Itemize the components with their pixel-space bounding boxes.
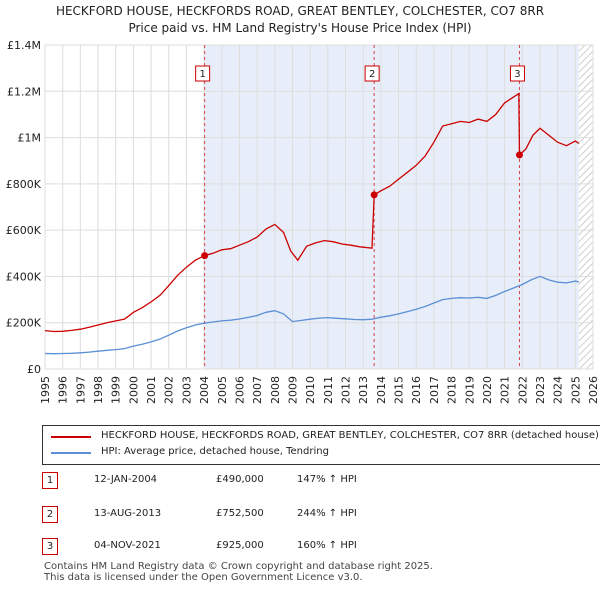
x-tick-label: 1998	[92, 376, 105, 404]
x-tick-label: 2002	[163, 376, 176, 404]
sale-point	[201, 252, 209, 260]
x-tick-label: 2023	[534, 376, 547, 404]
legend-swatch-hpi	[51, 452, 91, 454]
x-tick-label: 2019	[463, 376, 476, 404]
sale-hpi: 244% ↑ HPI	[297, 508, 357, 519]
footer-license: This data is licensed under the Open Gov…	[44, 572, 363, 583]
x-tick-label: 1995	[39, 376, 52, 404]
y-tick-label: £400K	[6, 270, 42, 283]
price-chart: 1 2 3 £0 £200K £400K £600K £800K £1M £1.2M £1.4M 1…	[6, 39, 600, 404]
x-tick-label: 2003	[180, 376, 193, 404]
x-tick-label: 1997	[74, 376, 87, 404]
chart-subtitle: Price paid vs. HM Land Registry's House …	[128, 21, 472, 35]
sale-marker-label: 3	[514, 69, 520, 80]
sale-point	[515, 151, 523, 159]
sale-marker-badge: 2	[42, 506, 58, 523]
series-line-property	[45, 92, 580, 333]
x-tick-label: 2018	[446, 376, 459, 404]
legend-label-hpi: HPI: Average price, detached house, Tend…	[101, 446, 329, 457]
x-tick-label: 2022	[516, 376, 529, 404]
y-tick-label: £600K	[6, 224, 42, 237]
sale-date: 13-AUG-2013	[94, 508, 162, 519]
y-tick-label: £1.2M	[7, 85, 41, 98]
sale-point	[370, 191, 378, 199]
sale-marker-label: 1	[199, 69, 205, 80]
sale-marker-badge: 1	[42, 472, 58, 489]
legend-item-hpi: HPI: Average price, detached house, Tend…	[51, 445, 600, 461]
x-tick-label: 2008	[269, 376, 282, 404]
sale-hpi: 147% ↑ HPI	[297, 474, 357, 485]
sale-date: 04-NOV-2021	[94, 540, 161, 551]
chart-title: HECKFORD HOUSE, HECKFORDS ROAD, GREAT BE…	[55, 4, 545, 18]
y-tick-label: £0	[27, 363, 41, 376]
x-tick-label: 2005	[216, 376, 229, 404]
x-tick-label: 2004	[198, 376, 211, 404]
legend-item-property: HECKFORD HOUSE, HECKFORDS ROAD, GREAT BE…	[51, 429, 600, 445]
table-row: 2 13-AUG-2013 £752,500 244% ↑ HPI	[42, 506, 562, 526]
x-tick-label: 2024	[552, 376, 565, 404]
sale-price: £490,000	[216, 474, 264, 485]
x-tick-label: 2017	[428, 376, 441, 404]
x-tick-label: 2014	[375, 376, 388, 404]
x-tick-label: 2013	[357, 376, 370, 404]
y-tick-label: £800K	[6, 178, 42, 191]
x-tick-label: 2001	[145, 376, 158, 404]
x-tick-label: 2026	[587, 376, 600, 404]
legend-swatch-property	[51, 436, 91, 438]
x-tick-label: 2016	[410, 376, 423, 404]
y-tick-label: £200K	[6, 317, 42, 330]
x-tick-label: 2020	[481, 376, 494, 404]
x-tick-label: 2006	[233, 376, 246, 404]
y-tick-label: £1M	[18, 132, 42, 145]
table-row: 3 04-NOV-2021 £925,000 160% ↑ HPI	[42, 538, 562, 558]
x-tick-label: 2000	[127, 376, 140, 404]
table-row: 1 12-JAN-2004 £490,000 147% ↑ HPI	[42, 472, 562, 492]
sale-price: £752,500	[216, 508, 264, 519]
sale-price: £925,000	[216, 540, 264, 551]
sale-date: 12-JAN-2004	[94, 474, 158, 485]
x-tick-label: 2009	[286, 376, 299, 404]
sale-marker-box	[509, 65, 525, 82]
x-tick-label: 2015	[393, 376, 406, 404]
sale-marker-badge: 3	[42, 538, 58, 555]
x-tick-label: 2021	[499, 376, 512, 404]
legend-label-property: HECKFORD HOUSE, HECKFORDS ROAD, GREAT BE…	[101, 430, 599, 441]
sale-marker-box	[364, 65, 380, 82]
x-tick-label: 1996	[57, 376, 70, 404]
x-tick-label: 2007	[251, 376, 264, 404]
x-tick-label: 2010	[304, 376, 317, 404]
x-tick-label: 2011	[322, 376, 335, 404]
sale-marker-box	[195, 65, 211, 82]
x-tick-label: 1999	[110, 376, 123, 404]
y-tick-label: £1.4M	[7, 39, 41, 52]
series-line-hpi	[45, 275, 580, 355]
footer-copyright: Contains HM Land Registry data © Crown c…	[44, 561, 433, 572]
sale-hpi: 160% ↑ HPI	[297, 540, 357, 551]
x-tick-label: 2025	[569, 376, 582, 404]
hatched-region	[578, 45, 593, 369]
x-tick-label: 2012	[340, 376, 353, 404]
sale-marker-label: 2	[369, 69, 375, 80]
legend: HECKFORD HOUSE, HECKFORDS ROAD, GREAT BE…	[42, 425, 600, 465]
